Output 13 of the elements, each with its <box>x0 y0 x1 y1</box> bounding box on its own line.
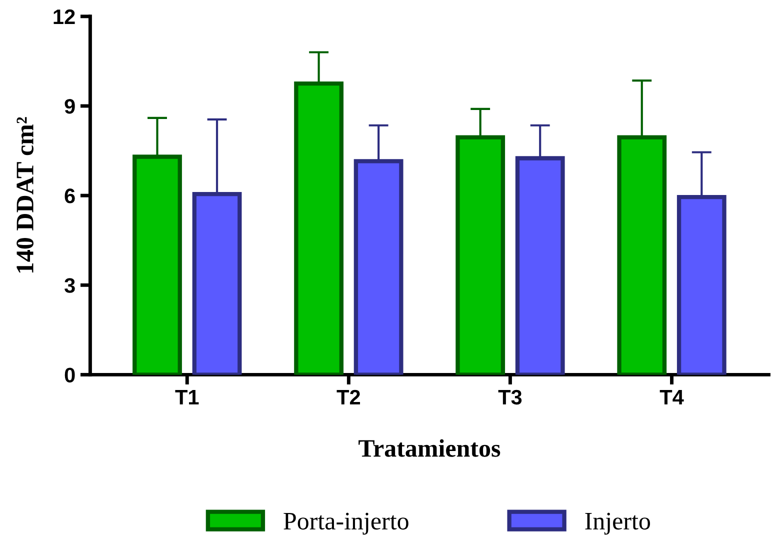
y-axis-title: 140 DDAT cm² <box>16 117 34 273</box>
y-tick-label: 0 <box>64 368 75 382</box>
x-axis-title: Tratamientos <box>358 439 500 457</box>
legend-label: Injerto <box>585 512 650 535</box>
y-tick-label: 9 <box>64 98 75 114</box>
x-tick-label: T2 <box>336 390 360 404</box>
x-tick-label: T1 <box>175 390 199 404</box>
y-tick-label: 6 <box>64 188 75 204</box>
x-tick-label: T3 <box>498 390 522 405</box>
y-tick-label: 12 <box>54 9 75 24</box>
legend-label: Porta-injerto <box>284 512 408 535</box>
y-tick-label: 3 <box>64 278 75 293</box>
x-tick-label: T4 <box>660 390 684 404</box>
